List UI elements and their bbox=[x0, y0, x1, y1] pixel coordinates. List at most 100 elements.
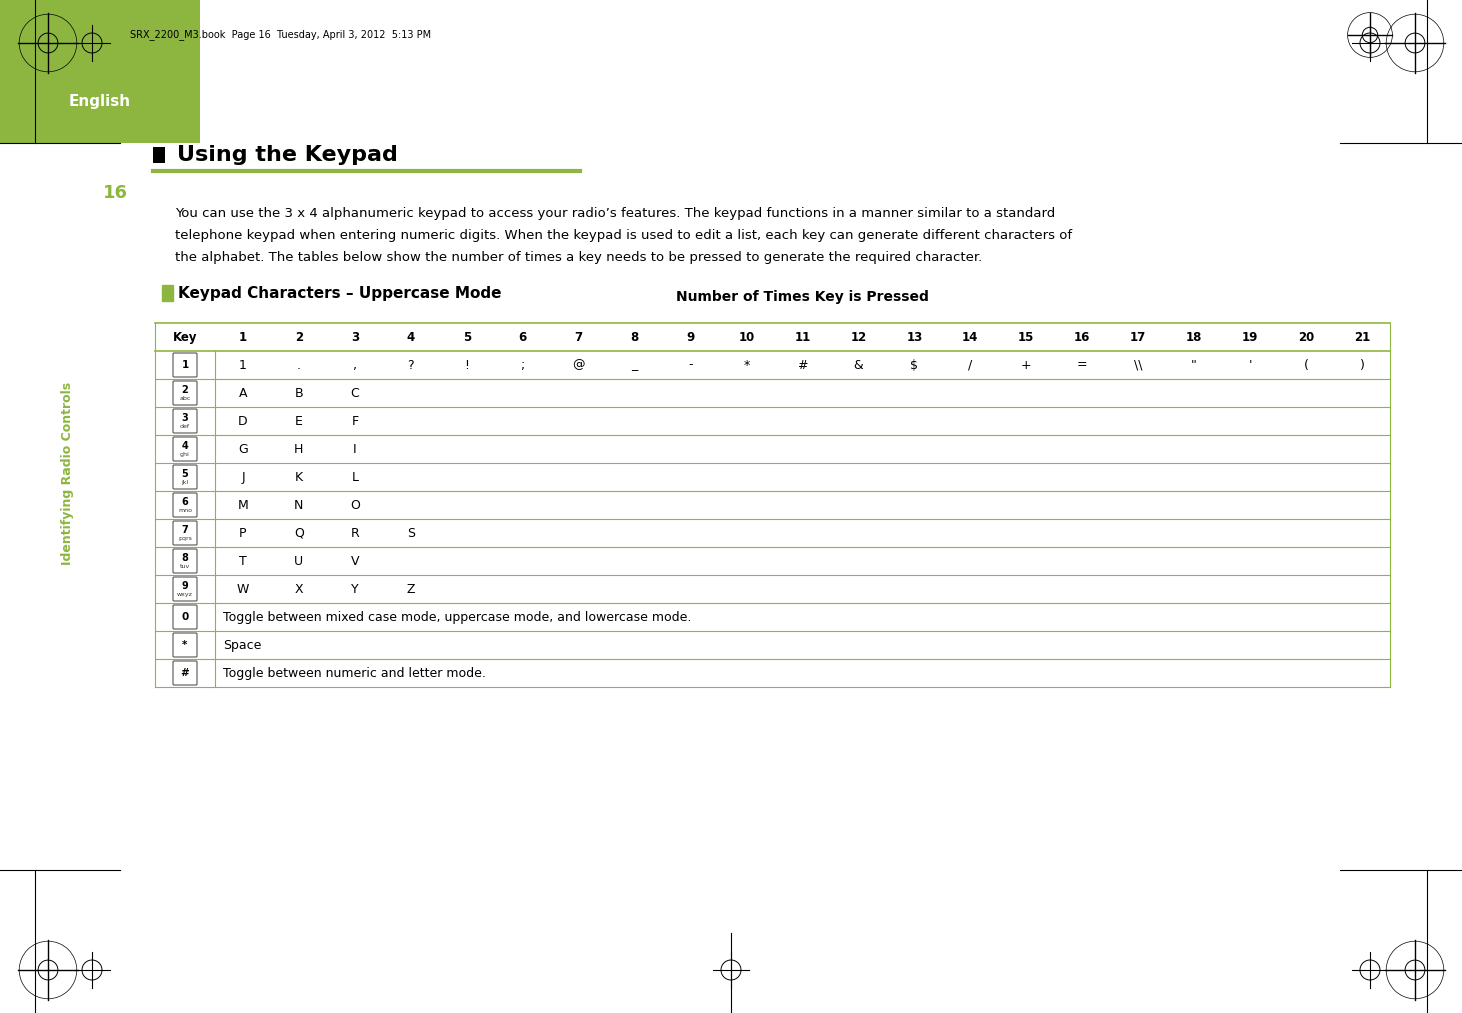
Text: 2: 2 bbox=[181, 385, 189, 395]
Text: def: def bbox=[180, 423, 190, 428]
Text: SRX_2200_M3.book  Page 16  Tuesday, April 3, 2012  5:13 PM: SRX_2200_M3.book Page 16 Tuesday, April … bbox=[130, 29, 431, 41]
FancyBboxPatch shape bbox=[173, 381, 197, 405]
Bar bbox=[162, 285, 173, 301]
Text: I: I bbox=[352, 443, 357, 456]
Text: M: M bbox=[238, 498, 249, 512]
Text: You can use the 3 x 4 alphanumeric keypad to access your radio’s features. The k: You can use the 3 x 4 alphanumeric keypa… bbox=[175, 207, 1056, 220]
Text: -: - bbox=[689, 359, 693, 372]
Text: Identifying Radio Controls: Identifying Radio Controls bbox=[61, 382, 75, 564]
Text: K: K bbox=[295, 470, 303, 483]
Text: !: ! bbox=[465, 359, 469, 372]
Text: Key: Key bbox=[173, 330, 197, 343]
Text: R: R bbox=[351, 527, 360, 540]
Bar bbox=[154, 147, 165, 163]
FancyBboxPatch shape bbox=[173, 409, 197, 433]
Text: F: F bbox=[351, 414, 358, 427]
Text: /: / bbox=[968, 359, 972, 372]
Text: 5: 5 bbox=[462, 330, 471, 343]
FancyBboxPatch shape bbox=[173, 577, 197, 601]
Text: J: J bbox=[241, 470, 244, 483]
Text: 16: 16 bbox=[1075, 330, 1091, 343]
Text: abc: abc bbox=[180, 395, 190, 400]
Text: Toggle between numeric and letter mode.: Toggle between numeric and letter mode. bbox=[224, 667, 485, 680]
Text: 8: 8 bbox=[181, 553, 189, 563]
Text: Number of Times Key is Pressed: Number of Times Key is Pressed bbox=[675, 290, 928, 304]
Text: ': ' bbox=[1249, 359, 1251, 372]
FancyBboxPatch shape bbox=[173, 493, 197, 517]
Text: 3: 3 bbox=[181, 413, 189, 423]
Text: #: # bbox=[797, 359, 807, 372]
Text: Q: Q bbox=[294, 527, 304, 540]
Text: Using the Keypad: Using the Keypad bbox=[177, 145, 398, 165]
Text: _: _ bbox=[632, 359, 637, 372]
Text: E: E bbox=[295, 414, 303, 427]
FancyBboxPatch shape bbox=[173, 353, 197, 377]
Text: &: & bbox=[854, 359, 864, 372]
Text: 14: 14 bbox=[962, 330, 978, 343]
Text: T: T bbox=[240, 554, 247, 567]
Text: 12: 12 bbox=[851, 330, 867, 343]
FancyBboxPatch shape bbox=[173, 633, 197, 657]
Text: *: * bbox=[183, 640, 187, 650]
Text: tuv: tuv bbox=[180, 563, 190, 568]
Text: =: = bbox=[1077, 359, 1088, 372]
Text: 16: 16 bbox=[102, 184, 127, 202]
Text: mno: mno bbox=[178, 508, 192, 513]
Text: 7: 7 bbox=[575, 330, 583, 343]
Text: 0: 0 bbox=[181, 612, 189, 622]
Text: 15: 15 bbox=[1018, 330, 1035, 343]
Text: pqrs: pqrs bbox=[178, 536, 192, 541]
Text: 9: 9 bbox=[687, 330, 694, 343]
Text: H: H bbox=[294, 443, 304, 456]
Text: 4: 4 bbox=[181, 441, 189, 451]
Text: .: . bbox=[297, 359, 301, 372]
Text: Y: Y bbox=[351, 582, 358, 596]
Text: *: * bbox=[743, 359, 750, 372]
Text: 6: 6 bbox=[519, 330, 526, 343]
Text: X: X bbox=[295, 582, 303, 596]
Text: (: ( bbox=[1304, 359, 1308, 372]
Text: N: N bbox=[294, 498, 304, 512]
Text: \\: \\ bbox=[1135, 359, 1142, 372]
FancyBboxPatch shape bbox=[173, 605, 197, 629]
Text: telephone keypad when entering numeric digits. When the keypad is used to edit a: telephone keypad when entering numeric d… bbox=[175, 229, 1072, 241]
Text: 21: 21 bbox=[1354, 330, 1370, 343]
Text: Toggle between mixed case mode, uppercase mode, and lowercase mode.: Toggle between mixed case mode, uppercas… bbox=[224, 611, 692, 623]
Text: ghi: ghi bbox=[180, 452, 190, 457]
Text: 1: 1 bbox=[238, 330, 247, 343]
Text: O: O bbox=[349, 498, 360, 512]
Text: 13: 13 bbox=[906, 330, 923, 343]
Text: 1: 1 bbox=[240, 359, 247, 372]
Text: #: # bbox=[181, 668, 190, 678]
Text: 10: 10 bbox=[738, 330, 754, 343]
FancyBboxPatch shape bbox=[173, 549, 197, 573]
Text: 19: 19 bbox=[1241, 330, 1259, 343]
Text: 18: 18 bbox=[1186, 330, 1202, 343]
Text: ,: , bbox=[352, 359, 357, 372]
Text: B: B bbox=[295, 387, 303, 399]
Text: ?: ? bbox=[408, 359, 414, 372]
Text: jkl: jkl bbox=[181, 479, 189, 484]
Text: U: U bbox=[294, 554, 304, 567]
Text: 6: 6 bbox=[181, 497, 189, 506]
Text: 7: 7 bbox=[181, 525, 189, 535]
Text: wxyz: wxyz bbox=[177, 592, 193, 597]
Text: Z: Z bbox=[406, 582, 415, 596]
Text: Space: Space bbox=[224, 638, 262, 651]
Text: S: S bbox=[406, 527, 415, 540]
Text: Keypad Characters – Uppercase Mode: Keypad Characters – Uppercase Mode bbox=[178, 286, 501, 301]
Text: 4: 4 bbox=[406, 330, 415, 343]
FancyBboxPatch shape bbox=[173, 437, 197, 461]
Text: 9: 9 bbox=[181, 581, 189, 591]
Text: W: W bbox=[237, 582, 249, 596]
Text: @: @ bbox=[573, 359, 585, 372]
Text: $: $ bbox=[911, 359, 918, 372]
FancyBboxPatch shape bbox=[0, 0, 200, 143]
Text: 2: 2 bbox=[295, 330, 303, 343]
FancyBboxPatch shape bbox=[173, 465, 197, 489]
Text: 1: 1 bbox=[181, 360, 189, 370]
Text: 20: 20 bbox=[1298, 330, 1314, 343]
Text: A: A bbox=[238, 387, 247, 399]
Text: L: L bbox=[351, 470, 358, 483]
Text: 17: 17 bbox=[1130, 330, 1146, 343]
